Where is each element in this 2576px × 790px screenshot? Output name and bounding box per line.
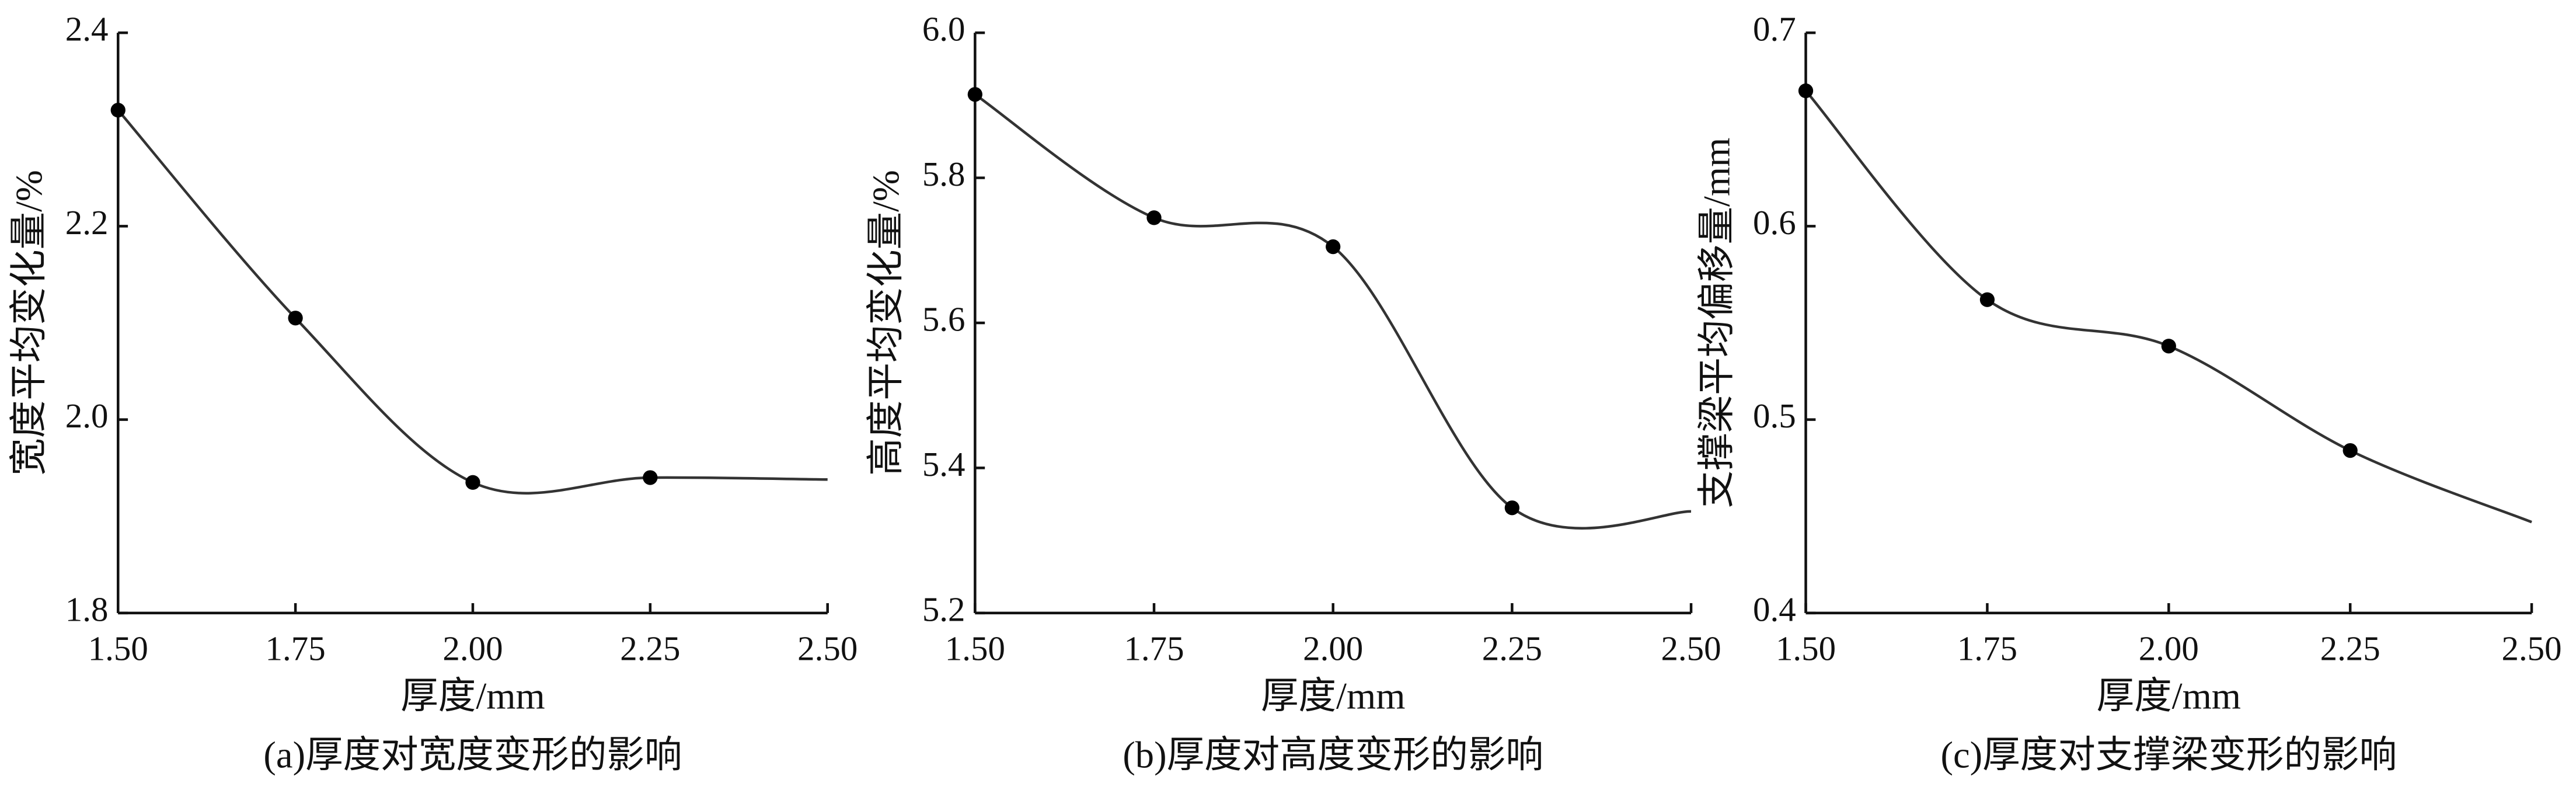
y-tick-label: 6.0: [922, 10, 965, 48]
y-tick-label: 2.4: [65, 10, 109, 48]
y-tick-label: 2.0: [65, 396, 109, 435]
x-tick-label: 2.50: [797, 629, 857, 668]
y-tick-label: 5.8: [922, 155, 965, 193]
data-line: [974, 93, 1692, 530]
y-tick-label: 0.5: [1753, 396, 1796, 435]
data-line: [1804, 90, 2532, 524]
x-tick-label: 2.00: [2139, 629, 2199, 668]
y-tick-label: 5.2: [922, 590, 965, 628]
x-tick-label: 2.50: [1661, 629, 1721, 668]
y-tick-label: 0.4: [1753, 590, 1796, 628]
caption: (c)厚度对支撑梁变形的影响: [1940, 733, 2397, 776]
caption: (b)厚度对高度变形的影响: [1123, 733, 1543, 776]
data-point: [1798, 83, 1814, 99]
x-tick-label: 1.50: [1776, 629, 1836, 668]
y-tick-label: 2.2: [65, 203, 109, 242]
x-axis-label: 厚度/mm: [2097, 674, 2241, 716]
y-tick-label: 5.6: [922, 300, 965, 339]
data-point: [1326, 239, 1341, 255]
data-point: [1979, 292, 1995, 307]
y-axis-label: 宽度平均变化量/%: [8, 170, 50, 476]
data-line: [117, 109, 828, 495]
data-point: [2343, 443, 2358, 458]
data-point: [288, 311, 303, 326]
data-point: [643, 470, 658, 485]
x-tick-label: 2.25: [2320, 629, 2380, 668]
x-tick-label: 2.25: [1482, 629, 1542, 668]
x-tick-label: 2.00: [1303, 629, 1363, 668]
data-point: [2161, 339, 2176, 354]
y-tick-label: 1.8: [65, 590, 109, 628]
x-tick-label: 2.50: [2501, 629, 2561, 668]
data-point: [1504, 500, 1519, 516]
x-tick-label: 1.75: [266, 629, 326, 668]
y-tick-label: 0.6: [1753, 203, 1796, 242]
x-axis-label: 厚度/mm: [400, 674, 545, 716]
x-tick-label: 1.75: [1957, 629, 2017, 668]
x-tick-label: 2.00: [442, 629, 503, 668]
y-tick-label: 5.4: [922, 445, 965, 483]
x-tick-label: 2.25: [620, 629, 680, 668]
caption: (a)厚度对宽度变形的影响: [263, 733, 682, 776]
y-axis-label: 高度平均变化量/%: [865, 170, 907, 476]
data-point: [1146, 210, 1162, 225]
x-tick-label: 1.75: [1124, 629, 1184, 668]
y-tick-label: 0.7: [1753, 10, 1796, 48]
data-point: [465, 475, 480, 490]
data-point: [110, 103, 126, 118]
y-axis-label: 支撑梁平均偏移量/mm: [1695, 138, 1737, 509]
x-axis-label: 厚度/mm: [1261, 674, 1405, 716]
x-tick-label: 1.50: [88, 629, 148, 668]
x-tick-label: 1.50: [945, 629, 1005, 668]
data-point: [967, 87, 982, 102]
